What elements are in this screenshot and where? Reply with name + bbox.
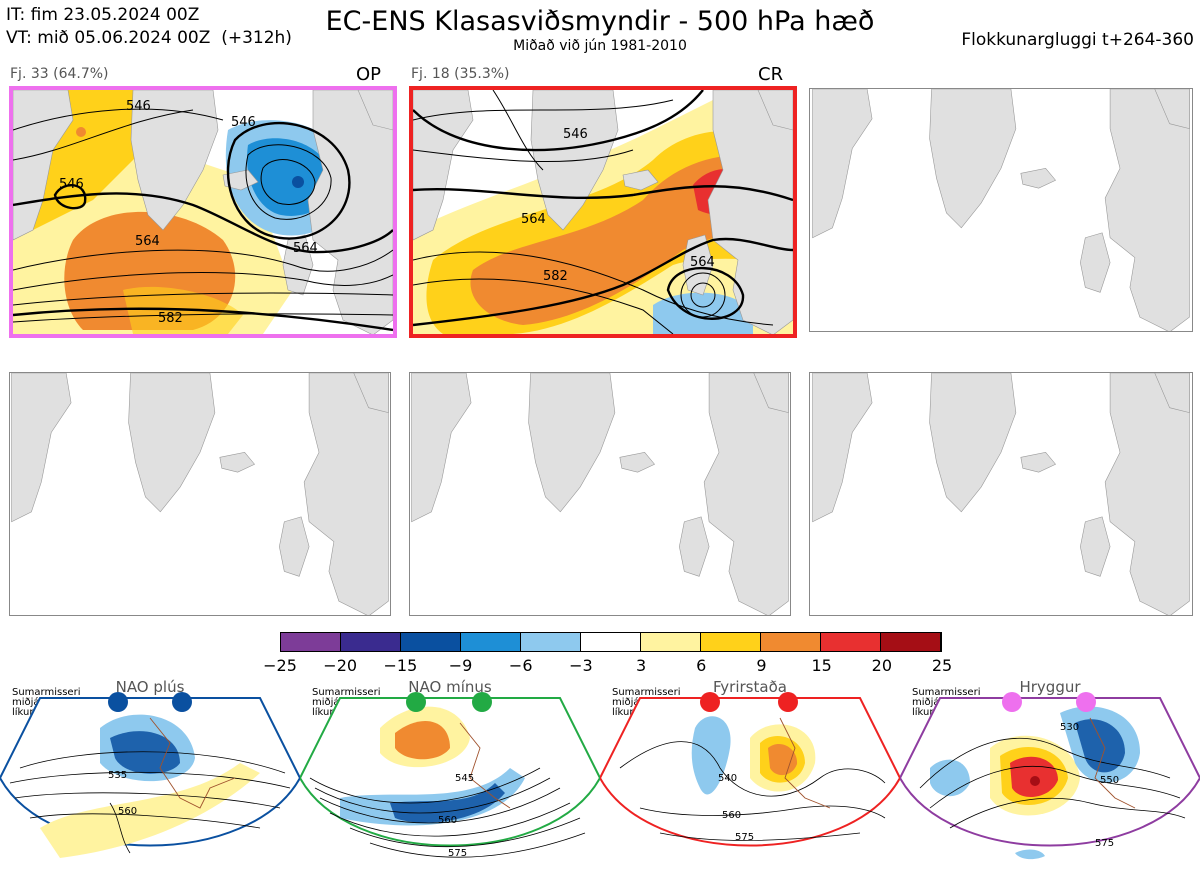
contour-label: 575 [1095,838,1114,849]
contour-label: 530 [1060,722,1079,733]
contour-label: 564 [293,241,318,256]
contour-label: 535 [108,770,127,781]
contour-label: 560 [438,815,457,826]
regime-nao-minus: Sumarmisseri miðjás líkur 24,2% NAO mínu… [300,668,600,878]
cluster-1-label: Fj. 33 (64.7%) [10,66,109,82]
init-time-line: IT: fim 23.05.2024 00Z [6,5,200,25]
colorbar-swatch [761,633,821,651]
classification-window: Flokkunargluggi t+264-360 [961,30,1194,50]
empty-map-4 [9,372,391,616]
colorbar-tick-label: −3 [569,656,593,675]
colorbar: −25 −20 −15 −9 −6 −3 3 6 9 15 20 25 [263,632,952,675]
contour-label: 540 [718,773,737,784]
colorbar-tick-label: 25 [931,656,953,675]
page-subtitle: Miðað við jún 1981-2010 [513,38,687,54]
contour-label: 545 [455,773,474,784]
regime-blocking: Sumarmisseri miðjás líkur 27,3% Fyrirsta… [600,668,900,878]
colorbar-swatch [701,633,761,651]
colorbar-swatch [641,633,701,651]
colorbar-swatch [461,633,521,651]
colorbar-tick-label: 6 [696,656,707,675]
valid-time-line: VT: mið 05.06.2024 00Z (+312h) [6,28,292,48]
contour-label: 582 [158,311,183,326]
contour-label: 546 [231,115,256,130]
cluster-2-tag: CR [758,64,784,85]
contour-label: 564 [135,234,160,249]
colorbar-tick-label: 15 [811,656,832,675]
colorbar-tick-label: −15 [383,656,418,675]
contour-label: 546 [59,177,84,192]
regime-title: Hryggur [1019,678,1081,696]
contour-label: 575 [735,832,754,843]
colorbar-swatch [521,633,581,651]
contour-label: 564 [690,255,715,270]
colorbar-swatch [581,633,641,651]
contour-label: 582 [543,269,568,284]
colorbar-tick-label: −9 [448,656,473,675]
colorbar-swatch [341,633,401,651]
cluster-1-tag: OP [356,64,382,85]
contour-label: 546 [126,99,151,114]
colorbar-tick-label: −6 [508,656,533,675]
colorbar-tick-label: 3 [635,656,647,675]
contour-label: 575 [448,848,467,859]
empty-map-3 [809,88,1193,332]
colorbar-tick-label: 9 [756,656,767,675]
regime-title: NAO plús [115,678,185,696]
cluster-1-map: 546 546 546 564 564 582 [9,86,397,338]
colorbar-tick-label: −20 [323,656,358,675]
colorbar-swatches [280,632,942,652]
empty-map-6 [809,372,1193,616]
regime-nao-plus: Sumarmisseri miðjás líkur 25,6% NAO plús… [0,668,300,878]
colorbar-swatch [881,633,941,651]
regime-title: Fyrirstaða [713,678,787,696]
regime-ridge: Sumarmisseri miðjás líkur 22,9% Hryggur … [900,668,1200,878]
colorbar-swatch [401,633,461,651]
contour-label: 550 [1100,775,1119,786]
page-title: EC-ENS Klasasviðsmyndir - 500 hPa hæð [325,6,875,37]
cluster-2-label: Fj. 18 (35.3%) [411,66,510,82]
colorbar-swatch [821,633,881,651]
regime-title: NAO mínus [408,678,492,696]
contour-label: 564 [521,212,546,227]
contour-label: 560 [722,810,741,821]
colorbar-tick-label: −25 [263,656,297,675]
contour-label: 560 [118,806,137,817]
colorbar-tick-label: 20 [871,656,892,675]
contour-label: 546 [563,127,588,142]
empty-map-5 [409,372,791,616]
cluster-2-map: 546 564 582 564 [409,86,797,338]
colorbar-swatch [281,633,341,651]
